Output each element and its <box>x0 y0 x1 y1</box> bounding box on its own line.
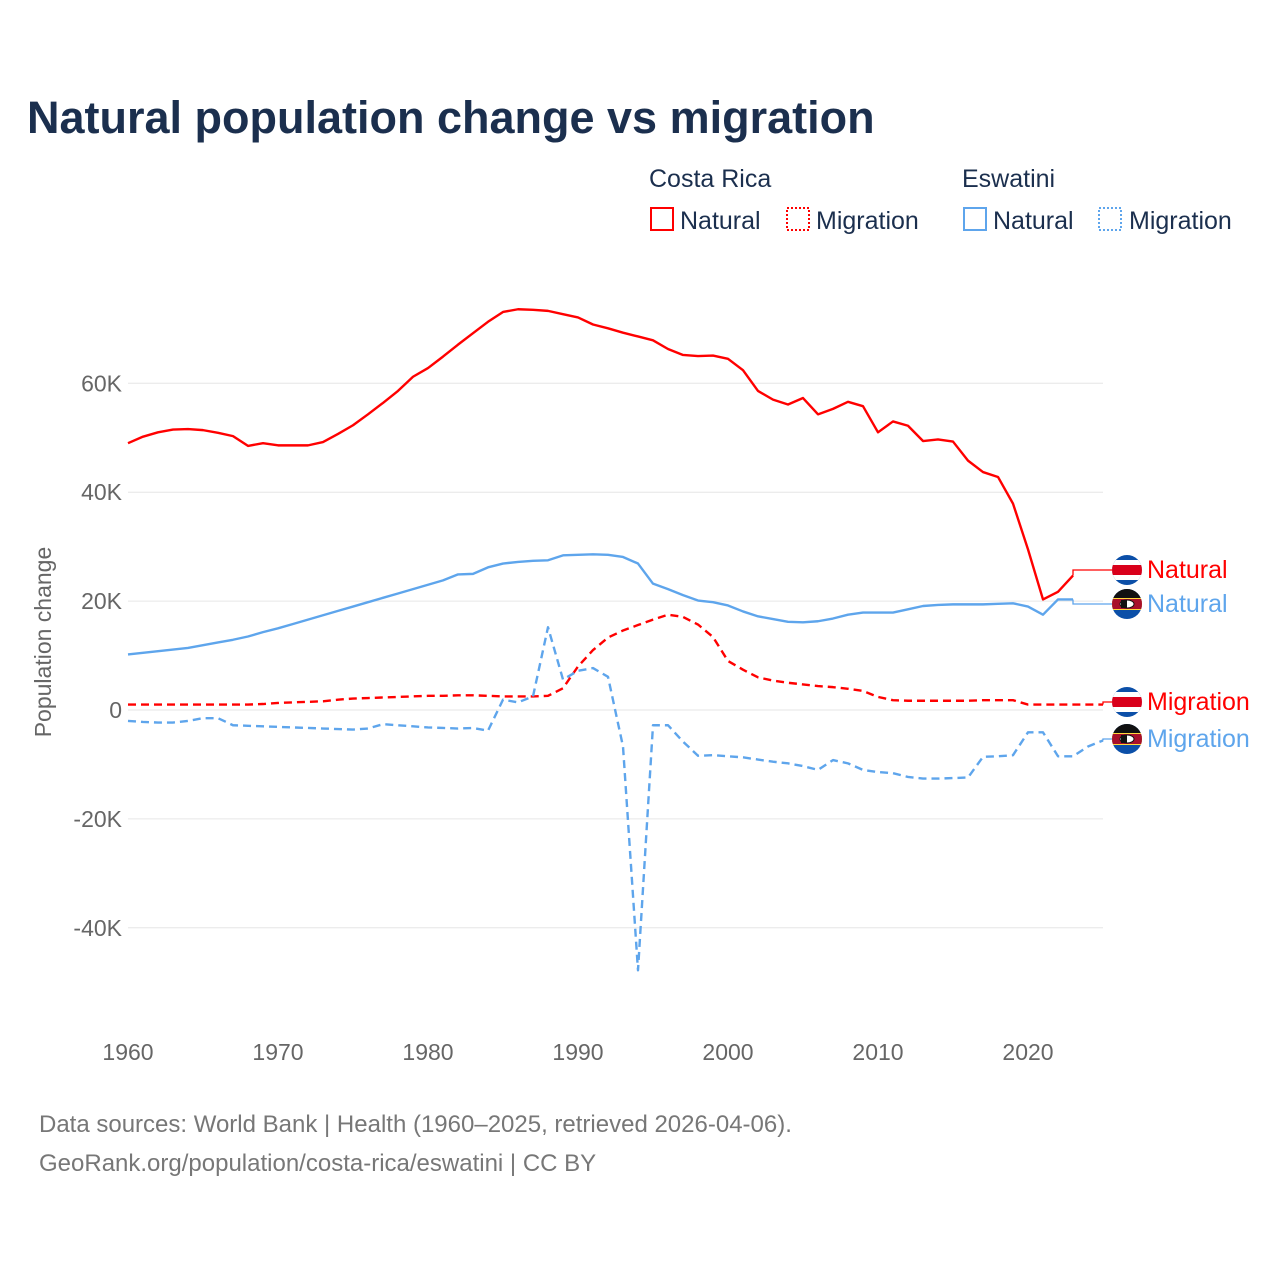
series-line-eswatini-natural <box>127 553 1073 656</box>
series-lines <box>127 308 1104 972</box>
x-axis-ticks: 1960 1970 1980 1990 2000 2010 2020 <box>102 1039 1053 1065</box>
series-end-label-costa-rica-migration: Migration <box>1147 688 1250 716</box>
y-tick-label: 20K <box>81 588 123 614</box>
x-tick-label: 1960 <box>102 1039 153 1065</box>
legend-swatch-eswatini-natural <box>963 207 987 231</box>
y-tick-label: -40K <box>73 915 122 941</box>
series-end-labels: Natural Natural Migration Migration <box>1072 555 1250 754</box>
legend-label-costa-rica-migration[interactable]: Migration <box>816 207 919 235</box>
legend-swatch-costa-rica-migration <box>786 207 810 231</box>
y-tick-label: 60K <box>81 370 123 396</box>
label-connector-eswatini-natural <box>1072 599 1112 605</box>
label-connector-costa-rica-natural <box>1072 569 1112 576</box>
gridlines <box>128 382 1103 929</box>
costa-rica-flag-icon <box>1112 555 1142 585</box>
y-axis-ticks: -40K -20K 0 20K 40K 60K <box>73 370 122 941</box>
series-end-label-eswatini-migration: Migration <box>1147 725 1250 753</box>
series-line-costa-rica-natural <box>127 308 1074 601</box>
eswatini-flag-icon <box>1112 589 1142 619</box>
x-tick-label: 1980 <box>402 1039 453 1065</box>
y-tick-label: 40K <box>81 479 123 505</box>
eswatini-flag-icon <box>1112 724 1142 754</box>
x-tick-label: 1990 <box>552 1039 603 1065</box>
legend-swatch-eswatini-migration <box>1098 207 1122 231</box>
y-tick-label: -20K <box>73 806 122 832</box>
legend-label-eswatini-natural[interactable]: Natural <box>993 207 1074 235</box>
legend-group-eswatini: Eswatini <box>962 165 1055 193</box>
x-tick-label: 2010 <box>852 1039 903 1065</box>
footer-sources: Data sources: World Bank | Health (1960–… <box>39 1111 792 1138</box>
legend-label-costa-rica-natural[interactable]: Natural <box>680 207 761 235</box>
chart-title: Natural population change vs migration <box>27 92 875 143</box>
legend-group-costa-rica: Costa Rica <box>649 165 771 193</box>
y-tick-label: 0 <box>109 697 122 723</box>
label-connector-eswatini-migration <box>1102 738 1112 741</box>
legend-swatch-costa-rica-natural <box>650 207 674 231</box>
x-tick-label: 1970 <box>252 1039 303 1065</box>
legend: Costa Rica Natural Migration Eswatini Na… <box>649 165 1232 235</box>
series-end-label-costa-rica-natural: Natural <box>1147 556 1228 584</box>
series-line-eswatini-migration <box>127 626 1104 972</box>
series-line-costa-rica-migration <box>128 613 1103 706</box>
label-connector-costa-rica-migration <box>1102 701 1112 705</box>
y-axis-label: Population change <box>30 547 56 738</box>
x-tick-label: 2000 <box>702 1039 753 1065</box>
series-end-label-eswatini-natural: Natural <box>1147 590 1228 618</box>
x-tick-label: 2020 <box>1002 1039 1053 1065</box>
costa-rica-flag-icon <box>1112 687 1142 717</box>
legend-label-eswatini-migration[interactable]: Migration <box>1129 207 1232 235</box>
footer-attribution[interactable]: GeoRank.org/population/costa-rica/eswati… <box>39 1150 596 1177</box>
